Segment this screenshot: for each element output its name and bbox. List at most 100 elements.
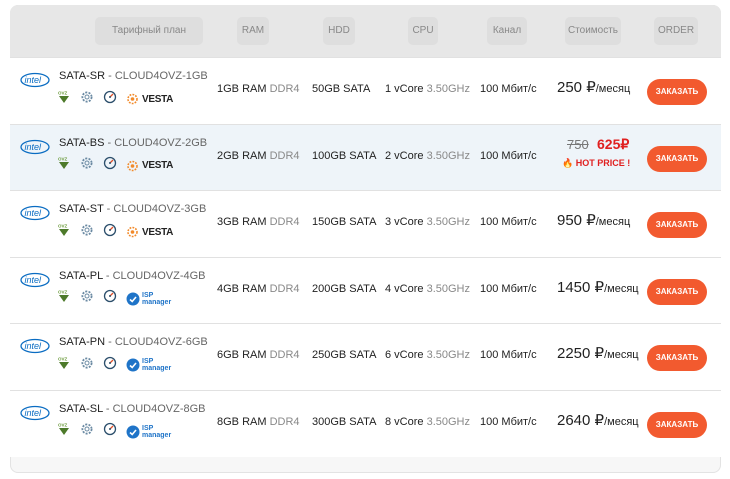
intel-logo-icon: intel [20,272,50,288]
price-amount: 1450 ₽ [557,278,605,296]
ram-type: DDR4 [269,149,300,162]
hdd-value: 300GB SATA [312,415,377,428]
ram-value: 2GB RAM DDR4 [217,150,300,162]
order-button[interactable]: Заказать [647,212,707,238]
svg-text:OVZ: OVZ [58,157,68,162]
ram-value: 8GB RAM DDR4 [217,416,300,428]
cpu-frequency: 3.50GHz [426,149,471,162]
gear-icon [80,422,94,441]
cpu-cores: 4 vCore [385,282,424,295]
intel-logo-icon: intel [20,139,50,155]
ovz-icon: OVZ [57,222,71,243]
cpu-value: 2 vCore 3.50GHz [385,150,470,162]
vesta-logo-icon: VESTA [126,158,173,174]
plan-code: CLOUD4OVZ-8GB [112,402,206,415]
plan-title: SATA-PL [59,269,103,282]
price: 950 ₽/месяц [557,211,630,229]
ram-size: 4GB RAM [217,282,267,295]
price-amount: 2640 ₽ [557,411,605,429]
table-row: intel SATA-PN - CLOUD4OVZ-6GB OVZ ISP ma… [10,323,721,390]
table-row: intel SATA-ST - CLOUD4OVZ-3GB OVZ VESTA … [10,190,721,257]
intel-logo-icon: intel [20,205,50,221]
ram-value: 4GB RAM DDR4 [217,283,300,295]
price-period: /месяц [595,216,631,228]
header-hdd: HDD [323,17,355,45]
header-ram: RAM [237,17,269,45]
price-amount: 250 ₽ [557,79,596,96]
gear-icon [80,90,94,109]
table-row: intel SATA-BS - CLOUD4OVZ-2GB OVZ VESTA … [10,123,721,191]
plan-title: SATA-BS [59,136,105,149]
cpu-cores: 3 vCore [385,216,424,228]
intel-logo-icon: intel [20,338,50,354]
price-amount: 2250 ₽ [557,345,605,362]
gear-icon [80,156,94,175]
header-cpu: CPU [408,17,438,45]
channel-value: 100 Мбит/с [480,216,537,228]
plan-name: SATA-SR - CLOUD4OVZ-1GB [59,70,208,82]
gauge-icon [103,223,117,242]
plan-name: SATA-BS - CLOUD4OVZ-2GB [59,137,207,149]
order-button[interactable]: Заказать [647,345,707,371]
feature-icons: OVZ VESTA [57,223,173,241]
price: 2250 ₽/месяц [557,344,639,362]
price-period: /месяц [604,415,639,428]
feature-icons: OVZ VESTA [57,90,173,108]
price-period: /месяц [595,83,631,95]
svg-text:OVZ: OVZ [58,290,68,295]
ram-value: 3GB RAM DDR4 [217,216,300,228]
price-period: /месяц [604,282,639,295]
svg-text:intel: intel [25,275,43,285]
price-amount: 950 ₽ [557,212,596,229]
price: 250 ₽/месяц [557,78,630,96]
cpu-value: 3 vCore 3.50GHz [385,216,470,228]
plan-name: SATA-PL - CLOUD4OVZ-4GB [59,270,206,282]
gear-icon [80,356,94,375]
svg-text:intel: intel [25,208,43,218]
hdd-value: 150GB SATA [312,216,377,228]
svg-text:OVZ: OVZ [58,223,68,228]
vesta-logo-text: VESTA [142,226,174,238]
cpu-value: 8 vCore 3.50GHz [385,416,470,428]
plan-name: SATA-PN - CLOUD4OVZ-6GB [59,336,208,348]
feature-icons: OVZ ISP manager [57,290,176,308]
isp-manager-logo-icon: ISP manager [126,425,176,439]
svg-text:intel: intel [25,341,43,351]
plan-code: CLOUD4OVZ-1GB [114,70,208,82]
plan-title: SATA-SL [59,402,103,415]
table-row: intel SATA-SR - CLOUD4OVZ-1GB OVZ VESTA … [10,57,721,124]
channel-value: 100 Мбит/с [480,349,537,361]
ovz-icon: OVZ [57,355,71,376]
cpu-value: 4 vCore 3.50GHz [385,283,470,295]
channel-value: 100 Мбит/с [480,83,537,95]
fire-icon: 🔥 [562,157,574,168]
cpu-frequency: 3.50GHz [426,415,471,428]
svg-text:OVZ: OVZ [58,356,68,361]
plan-name: SATA-ST - CLOUD4OVZ-3GB [59,203,206,215]
header-order: ORDER [654,17,698,45]
ram-type: DDR4 [269,349,300,361]
hdd-value: 50GB SATA [312,83,371,95]
order-button[interactable]: Заказать [647,145,707,172]
cpu-value: 6 vCore 3.50GHz [385,349,470,361]
order-button[interactable]: Заказать [647,411,707,438]
order-button[interactable]: Заказать [647,278,707,305]
price-period: /месяц [604,349,639,361]
plan-title: SATA-PN [59,336,106,348]
gear-icon [80,289,94,308]
ram-type: DDR4 [269,216,300,228]
cpu-frequency: 3.50GHz [426,349,471,361]
ram-size: 1GB RAM [217,83,267,95]
header-plan: Тарифный план [95,17,203,45]
ovz-icon: OVZ [57,288,71,309]
intel-logo-icon: intel [20,405,50,421]
order-button[interactable]: Заказать [647,79,707,105]
gauge-icon [103,90,117,109]
isp-manager-logo-text: ISP manager [142,424,172,439]
plan-separator: - [102,269,113,282]
ovz-icon: OVZ [57,155,71,176]
plan-code: CLOUD4OVZ-2GB [114,136,208,149]
table-header: Тарифный план RAM HDD CPU Канал Стоимост… [10,5,721,57]
channel-value: 100 Мбит/с [480,415,537,428]
feature-icons: OVZ VESTA [57,157,173,175]
